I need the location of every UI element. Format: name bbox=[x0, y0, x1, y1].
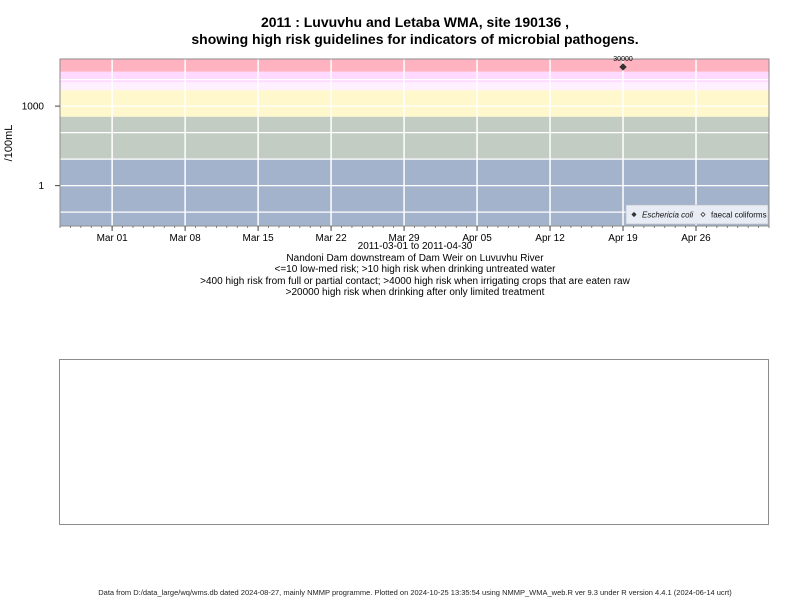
legend-box bbox=[625, 204, 769, 225]
legend-marker bbox=[631, 211, 637, 218]
risk-band-1 bbox=[60, 116, 769, 160]
data-point-marker bbox=[619, 63, 627, 71]
date-range-text: 2011-03-01 to 2011-04-30 bbox=[357, 241, 473, 252]
risk-band-2 bbox=[60, 90, 769, 117]
legend: Eschericia coli faecal coliforms bbox=[625, 204, 769, 225]
x-tick-label: Mar 08 bbox=[170, 233, 202, 244]
x-tick-label: Mar 29 bbox=[389, 233, 421, 244]
chart-title-line-2: showing high risk guidelines for indicat… bbox=[191, 31, 639, 47]
data-point-label: 30000 bbox=[613, 56, 633, 63]
x-tick-label: Apr 19 bbox=[608, 233, 638, 244]
legend-label: faecal coliforms bbox=[711, 211, 767, 220]
y-axis-label: /100mL bbox=[3, 125, 15, 162]
x-tick-label: Mar 01 bbox=[97, 233, 129, 244]
x-tick-label: Apr 26 bbox=[681, 233, 711, 244]
guideline-text-2: >400 high risk from full or partial cont… bbox=[200, 276, 630, 287]
chart-title-line-1: 2011 : Luvuvhu and Letaba WMA, site 1901… bbox=[260, 14, 570, 30]
x-tick-label: Apr 05 bbox=[462, 233, 492, 244]
y-tick-label: 1000 bbox=[22, 102, 45, 113]
x-tick-label: Apr 12 bbox=[535, 233, 565, 244]
guideline-text-1: <=10 low-med risk; >10 high risk when dr… bbox=[274, 264, 556, 275]
empty-plot-panel bbox=[59, 359, 769, 525]
risk-band-5 bbox=[60, 59, 769, 72]
y-tick-label: 1 bbox=[38, 181, 44, 192]
guideline-text-3: >20000 high risk when drinking after onl… bbox=[285, 287, 545, 298]
footer-note: Data from D:/data_large/wq/wms.db dated … bbox=[98, 588, 732, 597]
legend-marker bbox=[700, 211, 706, 218]
risk-band-3 bbox=[60, 82, 769, 91]
x-tick-label: Mar 22 bbox=[316, 233, 348, 244]
x-tick-label: Mar 15 bbox=[243, 233, 275, 244]
risk-band-4 bbox=[60, 71, 769, 83]
site-description-text: Nandoni Dam downstream of Dam Weir on Lu… bbox=[286, 253, 544, 264]
legend-label: Eschericia coli bbox=[642, 211, 693, 220]
